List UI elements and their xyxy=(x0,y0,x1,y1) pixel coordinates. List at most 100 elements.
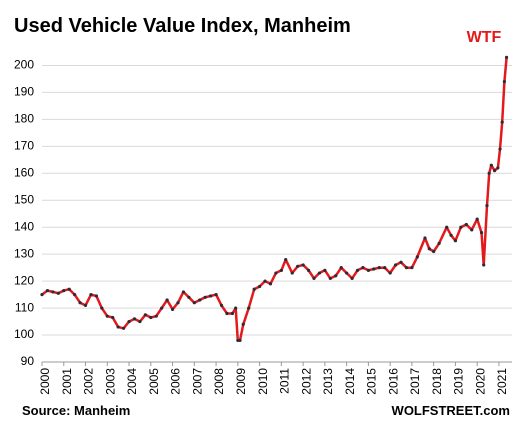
point xyxy=(257,284,262,289)
point xyxy=(83,303,88,307)
point xyxy=(399,260,403,264)
point xyxy=(241,322,245,326)
point xyxy=(464,222,468,227)
x-tick-label: 2021 xyxy=(495,368,509,395)
point xyxy=(339,266,343,270)
point xyxy=(89,293,93,297)
point xyxy=(393,263,398,267)
point xyxy=(350,276,354,281)
point xyxy=(263,279,267,283)
point xyxy=(187,295,191,299)
x-tick-label: 2005 xyxy=(147,368,161,395)
x-tick-label: 2003 xyxy=(103,368,117,395)
point xyxy=(404,266,409,270)
credit: WOLFSTREET.com xyxy=(392,403,510,418)
x-tick-label: 2007 xyxy=(190,368,204,395)
point xyxy=(78,301,82,305)
point xyxy=(496,166,500,170)
point xyxy=(445,225,449,229)
point xyxy=(361,266,365,270)
point xyxy=(432,249,436,254)
annotation: WTF xyxy=(467,29,502,46)
point xyxy=(372,267,376,271)
x-tick-label: 2002 xyxy=(82,368,96,395)
point xyxy=(296,264,300,268)
x-tick-label: 2001 xyxy=(60,368,74,395)
point xyxy=(198,298,202,302)
point xyxy=(500,120,504,124)
y-tick-label: 100 xyxy=(14,327,34,341)
x-tick-label: 2017 xyxy=(408,368,422,395)
point xyxy=(312,276,316,281)
point xyxy=(127,319,131,324)
point xyxy=(301,263,305,267)
point xyxy=(225,311,229,316)
point xyxy=(306,268,311,272)
point xyxy=(121,326,126,330)
point xyxy=(290,271,294,275)
point xyxy=(323,268,327,272)
point xyxy=(51,290,55,294)
point xyxy=(415,255,419,259)
point xyxy=(116,325,120,329)
x-tick-label: 2006 xyxy=(169,368,183,395)
point xyxy=(234,306,238,310)
point xyxy=(377,266,381,270)
point xyxy=(111,315,115,320)
point xyxy=(317,271,322,275)
point xyxy=(100,306,104,310)
point xyxy=(268,282,273,286)
point xyxy=(181,290,186,294)
point xyxy=(45,288,50,293)
y-tick-label: 170 xyxy=(14,139,34,153)
point xyxy=(247,306,251,310)
point xyxy=(279,268,283,272)
x-tick-label: 2011 xyxy=(278,368,292,394)
x-tick-label: 2016 xyxy=(386,368,400,395)
point xyxy=(355,268,360,272)
point xyxy=(170,307,175,312)
y-tick-label: 160 xyxy=(14,165,34,179)
point xyxy=(138,319,142,324)
point xyxy=(470,228,474,232)
x-tick-label: 2015 xyxy=(365,368,379,395)
point xyxy=(219,303,224,307)
x-tick-label: 2000 xyxy=(38,368,52,395)
point xyxy=(479,231,484,235)
point xyxy=(504,55,509,59)
point xyxy=(482,263,486,267)
y-tick-label: 140 xyxy=(14,219,34,233)
point xyxy=(492,169,497,173)
point xyxy=(176,301,180,305)
point xyxy=(73,293,77,297)
x-tick-label: 2004 xyxy=(125,368,139,395)
point xyxy=(143,313,147,317)
point xyxy=(383,266,387,270)
x-tick-label: 2012 xyxy=(299,368,313,395)
x-tick-label: 2010 xyxy=(256,368,270,395)
x-tick-label: 2009 xyxy=(234,368,248,395)
point xyxy=(485,204,489,208)
point xyxy=(284,257,288,262)
point xyxy=(274,271,278,275)
point xyxy=(62,288,66,293)
line xyxy=(41,57,508,342)
y-tick-label: 110 xyxy=(15,300,34,314)
y-tick-label: 150 xyxy=(14,192,34,206)
point xyxy=(165,298,169,302)
y-tick-label: 180 xyxy=(14,112,34,126)
point xyxy=(328,276,332,281)
x-tick-label: 2014 xyxy=(343,368,357,395)
point xyxy=(214,293,218,297)
point xyxy=(149,315,153,320)
x-tick-label: 2020 xyxy=(473,368,487,395)
point xyxy=(427,247,431,251)
y-tick-label: 200 xyxy=(14,58,34,72)
point xyxy=(366,268,370,272)
point xyxy=(437,241,441,245)
source: Source: Manheim xyxy=(22,403,130,418)
point xyxy=(459,225,463,229)
point xyxy=(423,236,427,240)
point xyxy=(502,80,506,84)
chart-title: Used Vehicle Value Index, Manheim xyxy=(14,15,351,37)
